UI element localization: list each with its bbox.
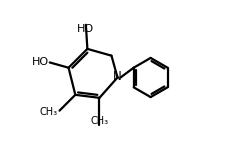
Text: N: N — [113, 70, 122, 83]
Text: HO: HO — [32, 57, 49, 67]
Text: CH₃: CH₃ — [90, 116, 109, 126]
Text: CH₃: CH₃ — [40, 107, 58, 117]
Text: HO: HO — [77, 24, 94, 34]
